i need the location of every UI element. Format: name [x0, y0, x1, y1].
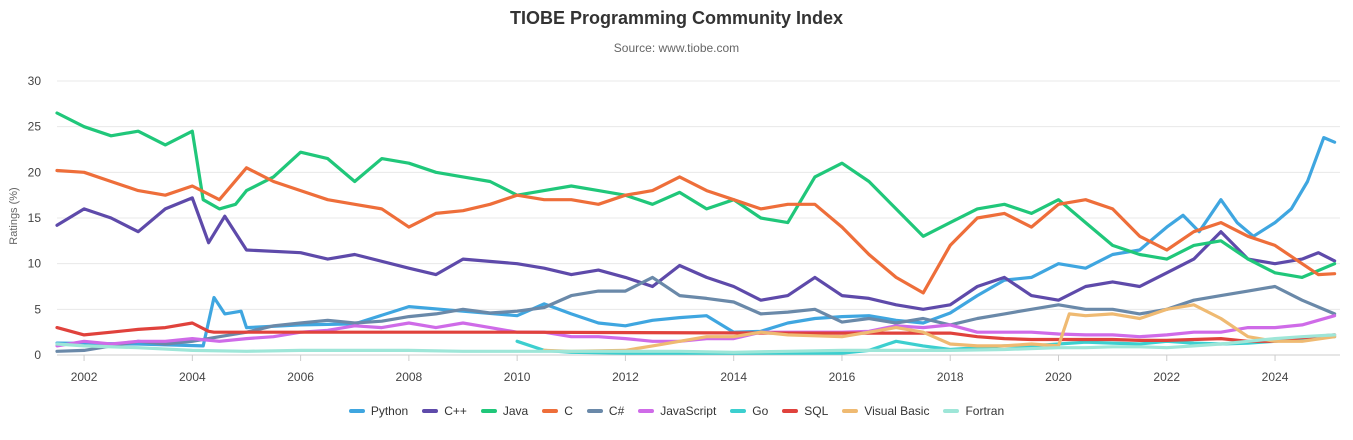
legend-item-python[interactable]: Python — [348, 404, 409, 418]
series-line-java[interactable] — [55, 111, 1337, 279]
series-line-visual-basic[interactable] — [542, 303, 1337, 353]
y-tick-label: 15 — [28, 211, 42, 225]
x-tick-label: 2002 — [71, 370, 98, 384]
legend-swatch — [638, 409, 655, 413]
legend-label: Java — [502, 404, 529, 418]
legend-item-go[interactable]: Go — [730, 404, 768, 418]
legend-label: C — [564, 404, 573, 418]
legend-item-c-[interactable]: C++ — [422, 404, 467, 418]
x-tick-label: 2020 — [1045, 370, 1072, 384]
y-tick-label: 5 — [34, 302, 41, 316]
y-tick-label: 25 — [28, 120, 42, 134]
x-tick-label: 2024 — [1262, 370, 1289, 384]
legend-swatch — [782, 409, 799, 413]
legend-swatch — [730, 409, 747, 413]
series-line-c[interactable] — [55, 166, 1337, 295]
legend-item-javascript[interactable]: JavaScript — [638, 404, 716, 418]
legend-swatch — [348, 409, 365, 413]
legend-swatch — [422, 409, 439, 413]
legend-item-java[interactable]: Java — [480, 404, 529, 418]
y-tick-label: 0 — [34, 348, 41, 362]
x-tick-label: 2016 — [829, 370, 856, 384]
series-line-c-[interactable] — [55, 275, 1337, 353]
series-line-python[interactable] — [55, 136, 1337, 348]
x-tick-label: 2018 — [937, 370, 964, 384]
legend-swatch — [480, 409, 497, 413]
legend-swatch — [842, 409, 859, 413]
x-tick-label: 2012 — [612, 370, 639, 384]
legend-label: SQL — [804, 404, 829, 418]
legend-label: JavaScript — [660, 404, 717, 418]
series-line-fortran[interactable] — [55, 333, 1337, 354]
legend-label: Python — [370, 404, 409, 418]
legend-item-sql[interactable]: SQL — [782, 404, 828, 418]
series-line-sql[interactable] — [55, 321, 1337, 343]
legend-label: C# — [608, 404, 625, 418]
y-axis-label: Ratings (%) — [8, 187, 20, 244]
y-tick-label: 30 — [28, 74, 42, 88]
x-tick-label: 2022 — [1153, 370, 1180, 384]
x-tick-label: 2014 — [720, 370, 747, 384]
y-tick-label: 20 — [28, 165, 42, 179]
chart-subtitle: Source: www.tiobe.com — [613, 41, 740, 55]
legend-label: Visual Basic — [864, 404, 930, 418]
legend-item-fortran[interactable]: Fortran — [943, 404, 1004, 418]
legend-item-c-[interactable]: C# — [586, 404, 625, 418]
x-tick-label: 2004 — [179, 370, 206, 384]
legend-swatch — [943, 409, 960, 413]
legend-item-c[interactable]: C — [542, 404, 573, 418]
legend-label: Fortran — [965, 404, 1005, 418]
legend-item-visual-basic[interactable]: Visual Basic — [842, 404, 929, 418]
legend-swatch — [542, 409, 559, 413]
legend: Python C++ Java C C# JavaScript Go SQL Visual Ba… — [0, 404, 1353, 418]
x-tick-label: 2010 — [504, 370, 531, 384]
series-line-c-[interactable] — [55, 196, 1337, 311]
legend-label: Go — [752, 404, 769, 418]
y-tick-label: 10 — [28, 257, 42, 271]
legend-label: C++ — [444, 404, 467, 418]
chart-title: TIOBE Programming Community Index — [509, 8, 844, 28]
x-tick-label: 2006 — [287, 370, 314, 384]
x-tick-label: 2008 — [396, 370, 423, 384]
legend-swatch — [586, 409, 603, 413]
